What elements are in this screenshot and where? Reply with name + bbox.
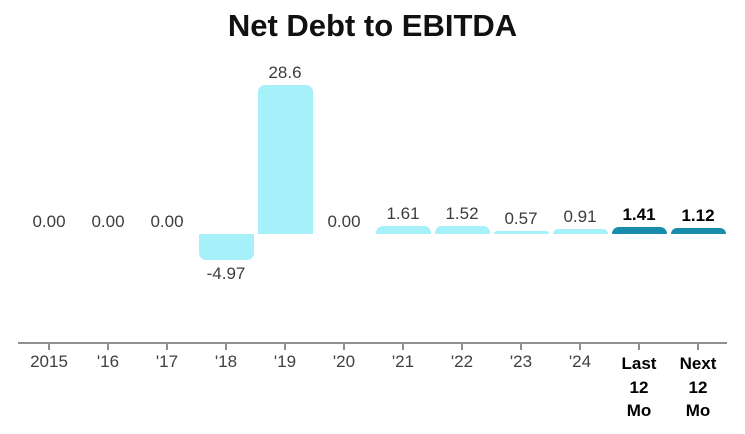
x-axis-tick: [225, 344, 227, 350]
x-axis-tick: [343, 344, 345, 350]
bar-value-label: 0.00: [150, 212, 184, 231]
bar-value-label: 28.6: [268, 63, 302, 82]
bar: [434, 226, 490, 234]
x-axis-tick-label: '22: [450, 352, 474, 371]
x-axis-tick: [638, 344, 640, 350]
x-axis-line: [18, 342, 727, 344]
x-axis-tick: [520, 344, 522, 350]
x-axis-tick: [461, 344, 463, 350]
bar-value-label: 1.41: [622, 204, 656, 224]
bar-value-label: 0.00: [327, 212, 361, 231]
x-axis-tick: [579, 344, 581, 350]
x-axis-tick-label: '19: [273, 352, 297, 371]
bar-value-label: 1.52: [445, 204, 479, 224]
bar-value-label: 0.00: [32, 212, 66, 231]
chart-title: Net Debt to EBITDA: [227, 8, 518, 43]
x-axis-tick: [107, 344, 109, 350]
bar: [552, 229, 608, 234]
bar: [670, 228, 726, 234]
bar-value-label: 0.00: [91, 212, 125, 231]
x-axis-tick-label: 2015: [30, 352, 68, 371]
x-axis-tick: [48, 344, 50, 350]
bar: [611, 226, 667, 234]
x-axis-tick-label: '20: [332, 352, 356, 371]
x-axis-tick: [166, 344, 168, 350]
bar-value-label: 0.57: [504, 209, 538, 229]
x-axis-tick: [284, 344, 286, 350]
x-axis-tick-label: '17: [155, 352, 179, 371]
x-axis-tick-label: '24: [568, 352, 592, 371]
x-axis-tick-label: '21: [391, 352, 415, 371]
x-axis-tick-label: Last 12 Mo: [621, 354, 657, 420]
x-axis-tick-label: '23: [509, 352, 533, 371]
x-axis-tick-label: '18: [214, 352, 238, 371]
x-axis-tick-label: Next 12 Mo: [679, 354, 717, 420]
x-axis-tick-label: '16: [96, 352, 120, 371]
bar: [375, 225, 431, 234]
bar: [198, 234, 254, 260]
bar-value-label: 1.12: [681, 206, 715, 226]
bar-value-label: -4.97: [206, 263, 246, 283]
bar-value-label: 0.91: [563, 207, 597, 227]
bar: [257, 85, 313, 234]
bar-value-label: 1.61: [386, 203, 420, 223]
x-axis-tick: [402, 344, 404, 350]
bar: [493, 231, 549, 234]
x-axis-tick: [697, 344, 699, 350]
